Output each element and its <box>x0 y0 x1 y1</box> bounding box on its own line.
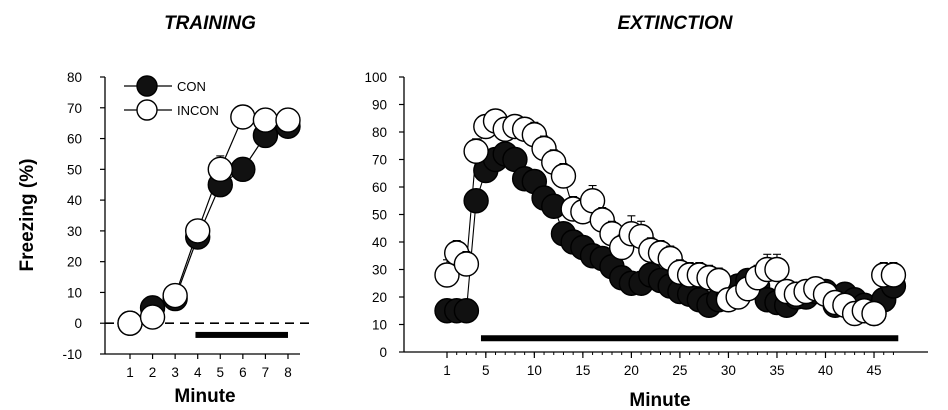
training-point-incon <box>275 107 301 133</box>
extinction-point-incon <box>861 300 887 327</box>
training-y-tick-label: -10 <box>62 347 82 362</box>
extinction-y-tick-label: 70 <box>372 153 387 168</box>
training-x-tick-label: 7 <box>262 365 270 380</box>
extinction-y-tick-label: 90 <box>372 98 387 113</box>
extinction-y-tick-label: 60 <box>372 180 387 195</box>
legend-label-con: CON <box>177 79 206 94</box>
extinction-x-tick-label: 25 <box>672 363 687 378</box>
extinction-y-tick-label: 80 <box>372 125 387 140</box>
extinction-x-tick-label: 1 <box>443 363 451 378</box>
extinction-point-con <box>453 298 480 324</box>
training-y-tick-label: 10 <box>67 285 82 300</box>
training-x-tick-label: 6 <box>239 365 247 380</box>
extinction-point-incon <box>550 163 577 189</box>
y-axis-label: Freezing (%) <box>17 159 38 272</box>
extinction-title: EXTINCTION <box>617 13 733 34</box>
extinction-x-axis-label: Minute <box>629 390 690 410</box>
training-point-con <box>230 156 256 183</box>
training-series-line-con <box>129 125 289 324</box>
extinction-y-tick-label: 40 <box>372 235 387 250</box>
extinction-point-incon <box>453 251 480 277</box>
training-point-incon <box>230 104 256 130</box>
training-x-tick-label: 4 <box>194 365 202 380</box>
extinction-x-tick-label: 45 <box>867 363 882 378</box>
training-y-tick-label: 80 <box>67 70 82 85</box>
legend-marker-con <box>136 75 158 97</box>
training-point-incon <box>252 107 279 133</box>
training-x-tick-label: 8 <box>284 365 292 380</box>
extinction-x-tick-label: 35 <box>769 363 784 378</box>
training-y-tick-label: 30 <box>67 224 82 239</box>
extinction-y-tick-label: 30 <box>372 263 387 278</box>
extinction-x-tick-label: 15 <box>575 363 590 378</box>
training-y-tick-label: 40 <box>67 193 82 208</box>
legend-marker-incon <box>136 99 158 121</box>
extinction-x-tick-label: 20 <box>624 363 639 378</box>
extinction-point-incon <box>880 262 907 288</box>
training-shock-bar <box>195 331 288 338</box>
training-point-incon <box>139 304 166 330</box>
training-x-tick-label: 1 <box>126 365 134 380</box>
training-point-incon <box>162 282 188 309</box>
extinction-y-tick-label: 0 <box>379 345 387 360</box>
legend-label-incon: INCON <box>177 103 219 118</box>
extinction-y-tick-label: 10 <box>372 318 387 333</box>
extinction-x-tick-label: 10 <box>527 363 542 378</box>
training-y-tick-label: 0 <box>74 316 82 331</box>
training-y-tick-label: 60 <box>67 132 82 147</box>
training-y-tick-label: 20 <box>67 255 82 270</box>
extinction-y-tick-label: 20 <box>372 290 387 305</box>
extinction-point-con <box>463 188 489 214</box>
training-y-tick-label: 50 <box>67 162 82 177</box>
training-x-axis-label: Minute <box>174 386 235 407</box>
training-point-incon <box>117 310 143 336</box>
extinction-point-incon <box>434 262 460 288</box>
training-panel: -10 0 10 20 30 40 50 60 70 80 1 2 3 4 5 6 7 8 CON INCON <box>62 70 312 380</box>
extinction-point-incon <box>764 256 790 283</box>
extinction-shock-bar <box>480 335 899 342</box>
training-title: TRAINING <box>164 13 256 34</box>
extinction-y-tick-label: 100 <box>364 70 387 85</box>
training-x-tick-label: 5 <box>217 365 225 380</box>
training-y-tick-label: 70 <box>67 101 82 116</box>
extinction-x-tick-label: 30 <box>721 363 736 378</box>
training-x-tick-label: 2 <box>149 365 157 380</box>
extinction-x-tick-label: 5 <box>482 363 490 378</box>
training-x-tick-label: 3 <box>171 365 179 380</box>
extinction-x-tick-label: 40 <box>818 363 833 378</box>
extinction-y-tick-label: 50 <box>372 208 387 223</box>
training-point-incon <box>185 218 211 244</box>
training-point-incon <box>207 156 233 183</box>
extinction-point-incon <box>463 138 489 164</box>
